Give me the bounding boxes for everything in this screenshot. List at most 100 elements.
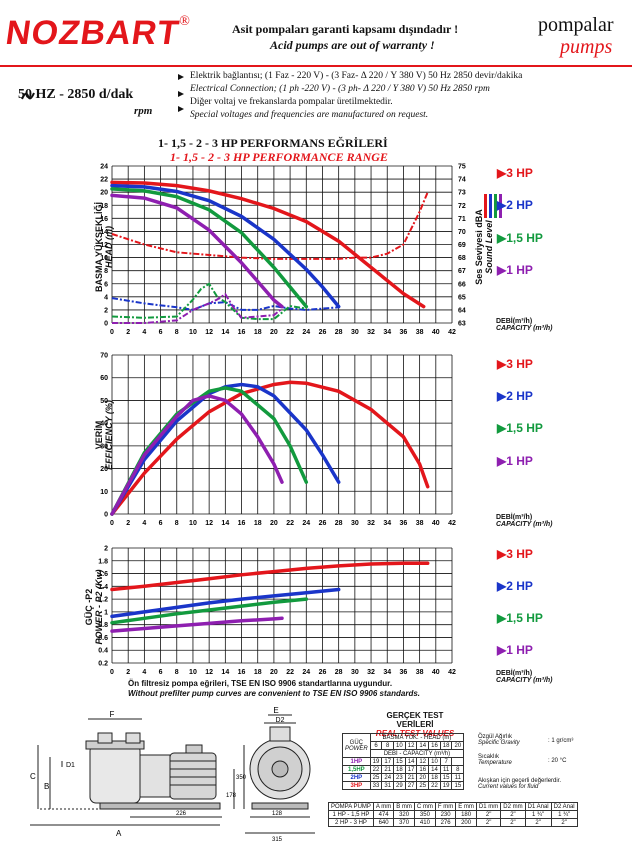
y2-tick-label: 67 [458, 268, 466, 275]
x-tick-label: 16 [238, 669, 246, 676]
x-tick-label: 6 [159, 520, 163, 527]
x-tick-label: 12 [205, 669, 213, 676]
head-line-hp1 [110, 193, 284, 309]
dim-e: E [273, 706, 278, 715]
head-value: 18 [439, 741, 453, 750]
spec-line-4: Special voltages and frequencies are man… [190, 110, 429, 120]
x-tick-label: 30 [351, 329, 359, 336]
legend-label: 3 HP [506, 166, 533, 180]
dim-row: 2 HP - 3 HP 640 370 410 276 200 2" 2" 2" 2" [328, 818, 578, 827]
x-tick-label: 18 [254, 329, 262, 336]
head-axis-title: BASMA YÜKSEKLİĞİ HEAD (m) [94, 187, 114, 307]
y-tick-label: 2 [104, 307, 108, 314]
sound-axis-title-tr: Ses Seviyesi dBA [474, 209, 484, 285]
sound-line-hp2 [111, 297, 339, 311]
note-tr: Ön filtresiz pompa eğrileri, TSE EN ISO … [128, 679, 393, 688]
x-tick-label: 10 [189, 329, 197, 336]
xunit-1-tr: DEBİ(m³/h) [496, 318, 533, 325]
y-tick-label: 0 [104, 321, 108, 328]
spec-line-3: Diğer voltaj ve frekanslarda pompalar ür… [190, 97, 393, 107]
sound-axis-title: Ses Seviyesi dBA Sound Level [474, 187, 494, 307]
head-value: 16 [428, 741, 441, 750]
legend-label: 1,5 HP [506, 611, 543, 625]
frequency-label: 50 HZ - 2850 d/dak [18, 87, 134, 102]
dim-row: 1 HP - 1,5 HP 474 320 350 230 180 2" 2" 1 ¾" 1 ¾" [328, 810, 578, 819]
dim-cell: 230 [434, 810, 457, 819]
dim-cell: 1 ¾" [524, 810, 552, 819]
x-tick-label: 6 [159, 669, 163, 676]
y-tick-label: 20 [100, 466, 108, 473]
gravity-en: Specific Gravity [478, 740, 520, 746]
x-tick-label: 8 [175, 669, 179, 676]
dim-header: E mm [455, 802, 477, 811]
legend-pow-15hp: ▶1,5 HP [497, 611, 543, 625]
y-tick-label: 30 [100, 443, 108, 450]
legend-label: 3 HP [506, 547, 533, 561]
x-tick-label: 4 [142, 520, 146, 527]
y-tick-label: 70 [100, 353, 108, 360]
test-cell: 33 [369, 781, 383, 790]
fluid-block: Akışkan için geçerli değerlerdir. Curren… [478, 778, 561, 790]
x-tick-label: 32 [367, 669, 375, 676]
head-value: 6 [369, 741, 383, 750]
x-tick-label: 18 [254, 520, 262, 527]
dim-b: B [44, 782, 49, 791]
x-tick-label: 40 [432, 669, 440, 676]
pump-base [99, 802, 221, 810]
power-axis-title-tr: GÜÇ -P2 [84, 588, 94, 626]
test-cell: 20 [416, 773, 430, 782]
dim-350: 350 [236, 775, 247, 781]
legend-label: 1,5 HP [506, 231, 543, 245]
x-tick-label: 28 [335, 329, 343, 336]
dim-header: F mm [434, 802, 457, 811]
y2-tick-label: 65 [458, 294, 466, 301]
test-cell: 14 [428, 765, 441, 774]
brand-word-tr: pompalar [538, 14, 614, 36]
x-tick-label: 32 [367, 520, 375, 527]
y2-tick-label: 71 [458, 216, 466, 223]
legend-pow-1hp: ▶1 HP [497, 643, 533, 657]
legend-marker: ▶ [497, 579, 507, 593]
x-tick-label: 30 [351, 669, 359, 676]
test-row: 2HP 25 24 23 21 20 18 15 11 [342, 773, 465, 782]
x-tick-label: 10 [189, 669, 197, 676]
dim-header: D1 Anal [524, 802, 552, 811]
test-cell: 16 [416, 765, 430, 774]
capacity-header: DEBİ - CAPACITY (m³/h) [369, 749, 465, 758]
efficiency-axis-title: VERİM EFFICIENCY (%) [94, 375, 114, 495]
dim-d1: D1 [66, 762, 75, 769]
power-axis-title: GÜÇ -P2 POWER - P2 (Kw) [84, 547, 104, 667]
dim-d2: D2 [276, 717, 285, 724]
test-cell: 15 [451, 781, 465, 790]
dim-header: D2 Anal [550, 802, 578, 811]
legend-head-15hp: ▶1,5 HP [497, 231, 543, 245]
y-tick-label: 1.6 [98, 571, 108, 578]
dim-cell: 2" [550, 818, 578, 827]
x-tick-label: 20 [270, 329, 278, 336]
x-tick-label: 2 [126, 329, 130, 336]
x-tick-label: 0 [110, 329, 114, 336]
test-row-power: 1HP [342, 757, 371, 766]
dim-header: POMPA PUMP [328, 802, 374, 811]
y2-tick-label: 69 [458, 242, 466, 249]
sound-color-bar [489, 194, 492, 218]
efficiency-axis-title-en: EFFICIENCY (%) [104, 400, 114, 470]
pump-drawings: F E D2 D1 C B A 350 178 226 128 315 [30, 706, 315, 843]
legend-label: 1,5 HP [506, 421, 543, 435]
head-value: 10 [393, 741, 406, 750]
test-cell: 25 [369, 773, 383, 782]
x-tick-label: 4 [142, 329, 146, 336]
xunit-3-tr: DEBİ(m³/h) [496, 670, 533, 677]
dim-cell: 180 [455, 810, 477, 819]
power-header: GÜÇ POWER [342, 733, 371, 758]
legend-label: 2 HP [506, 579, 533, 593]
legend-marker: ▶ [497, 263, 507, 277]
rpm-label: rpm [134, 105, 153, 117]
gravity-block: Özgül Ağırlık Specific Gravity [478, 734, 520, 746]
dim-header: C mm [413, 802, 436, 811]
x-tick-label: 42 [448, 329, 456, 336]
dim-178: 178 [226, 793, 237, 799]
temp-block: Sıcaklık Temperature [478, 754, 512, 766]
x-tick-label: 16 [238, 520, 246, 527]
xunit-1-en: CAPACITY (m³/h) [496, 325, 553, 332]
